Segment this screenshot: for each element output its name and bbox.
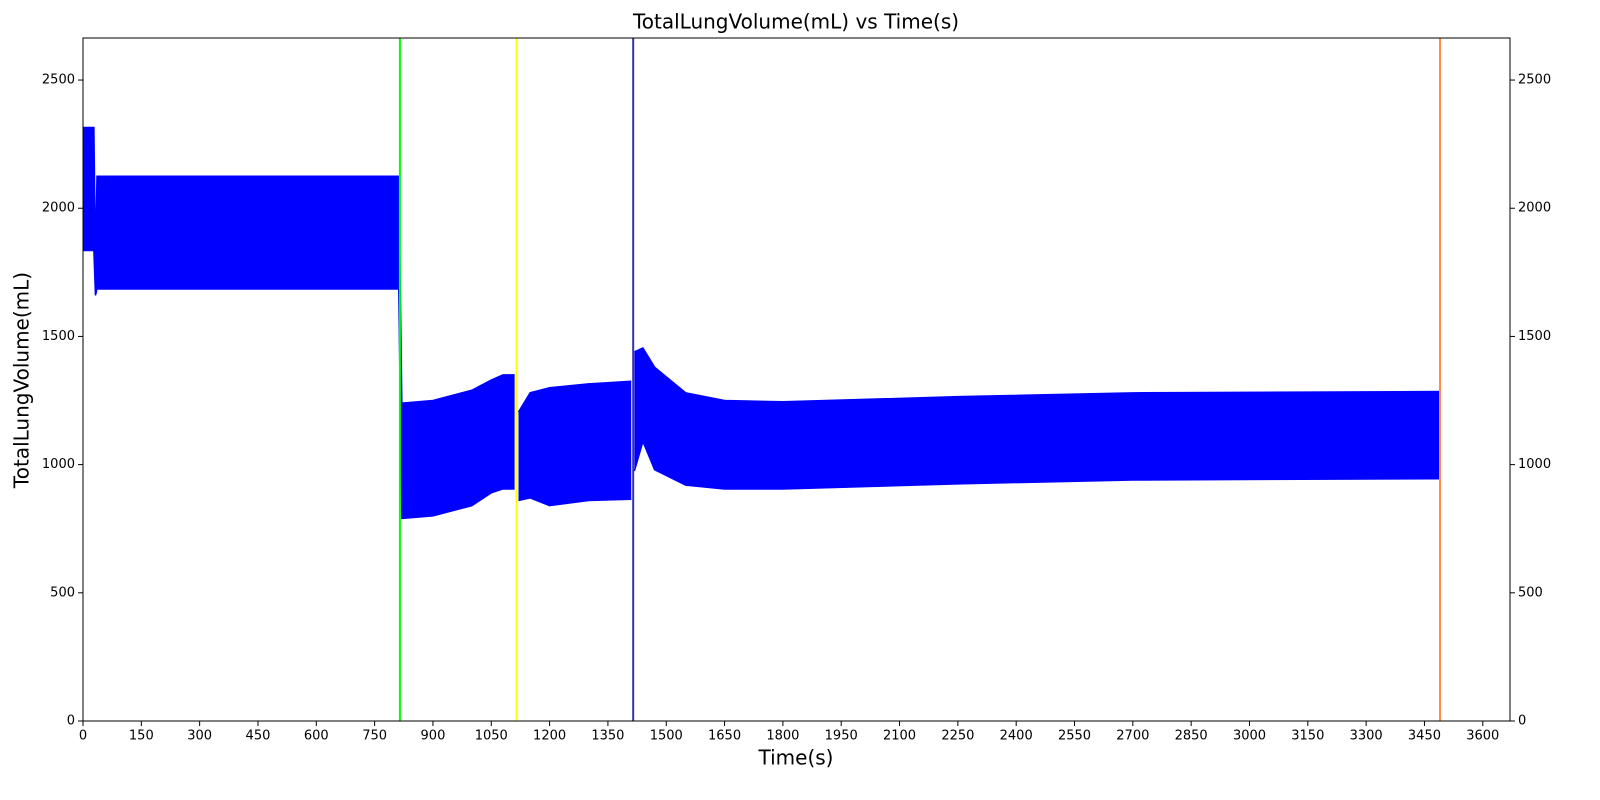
x-tick-label: 3450 bbox=[1408, 729, 1441, 744]
x-tick-label: 150 bbox=[129, 729, 154, 744]
y-tick-label: 2500 bbox=[42, 73, 75, 88]
x-tick-label: 1650 bbox=[708, 729, 741, 744]
x-tick-label: 600 bbox=[304, 729, 329, 744]
x-tick-label: 450 bbox=[246, 729, 271, 744]
y2-tick-label: 2500 bbox=[1518, 73, 1551, 88]
x-tick-label: 3300 bbox=[1350, 729, 1383, 744]
x-tick-label: 2700 bbox=[1116, 729, 1149, 744]
y-axis-label: TotalLungVolume(mL) bbox=[10, 272, 34, 489]
envelope-line bbox=[83, 126, 1441, 413]
y-tick-label: 2000 bbox=[42, 201, 75, 216]
x-tick-label: 1800 bbox=[766, 729, 799, 744]
x-tick-label: 300 bbox=[187, 729, 212, 744]
y2-tick-label: 500 bbox=[1518, 585, 1543, 600]
x-tick-label: 1200 bbox=[533, 729, 566, 744]
x-tick-label: 1050 bbox=[475, 729, 508, 744]
x-tick-label: 2250 bbox=[941, 729, 974, 744]
x-axis-label: Time(s) bbox=[758, 746, 834, 770]
x-tick-label: 1350 bbox=[591, 729, 624, 744]
x-tick-label: 1950 bbox=[825, 729, 858, 744]
envelope-line bbox=[83, 249, 1441, 520]
x-tick-label: 2400 bbox=[1000, 729, 1033, 744]
chart-title: TotalLungVolume(mL) vs Time(s) bbox=[632, 10, 959, 34]
x-tick-label: 2100 bbox=[883, 729, 916, 744]
x-tick-label: 2550 bbox=[1058, 729, 1091, 744]
x-tick-label: 3600 bbox=[1466, 729, 1499, 744]
x-tick-label: 3000 bbox=[1233, 729, 1266, 744]
y-tick-label: 0 bbox=[67, 714, 75, 729]
y-tick-label: 1500 bbox=[42, 329, 75, 344]
x-tick-label: 0 bbox=[79, 729, 87, 744]
x-tick-label: 2850 bbox=[1175, 729, 1208, 744]
x-tick-label: 900 bbox=[421, 729, 446, 744]
x-tick-label: 3150 bbox=[1291, 729, 1324, 744]
plot-frame bbox=[82, 37, 1511, 722]
x-tick-label: 1500 bbox=[650, 729, 683, 744]
y2-tick-label: 1500 bbox=[1518, 329, 1551, 344]
y-tick-label: 500 bbox=[50, 585, 75, 600]
y-tick-label: 1000 bbox=[42, 457, 75, 472]
x-tick-label: 750 bbox=[362, 729, 387, 744]
oscillation-band bbox=[83, 127, 1441, 519]
y2-tick-label: 0 bbox=[1518, 714, 1526, 729]
y2-tick-label: 2000 bbox=[1518, 201, 1551, 216]
y2-tick-label: 1000 bbox=[1518, 457, 1551, 472]
